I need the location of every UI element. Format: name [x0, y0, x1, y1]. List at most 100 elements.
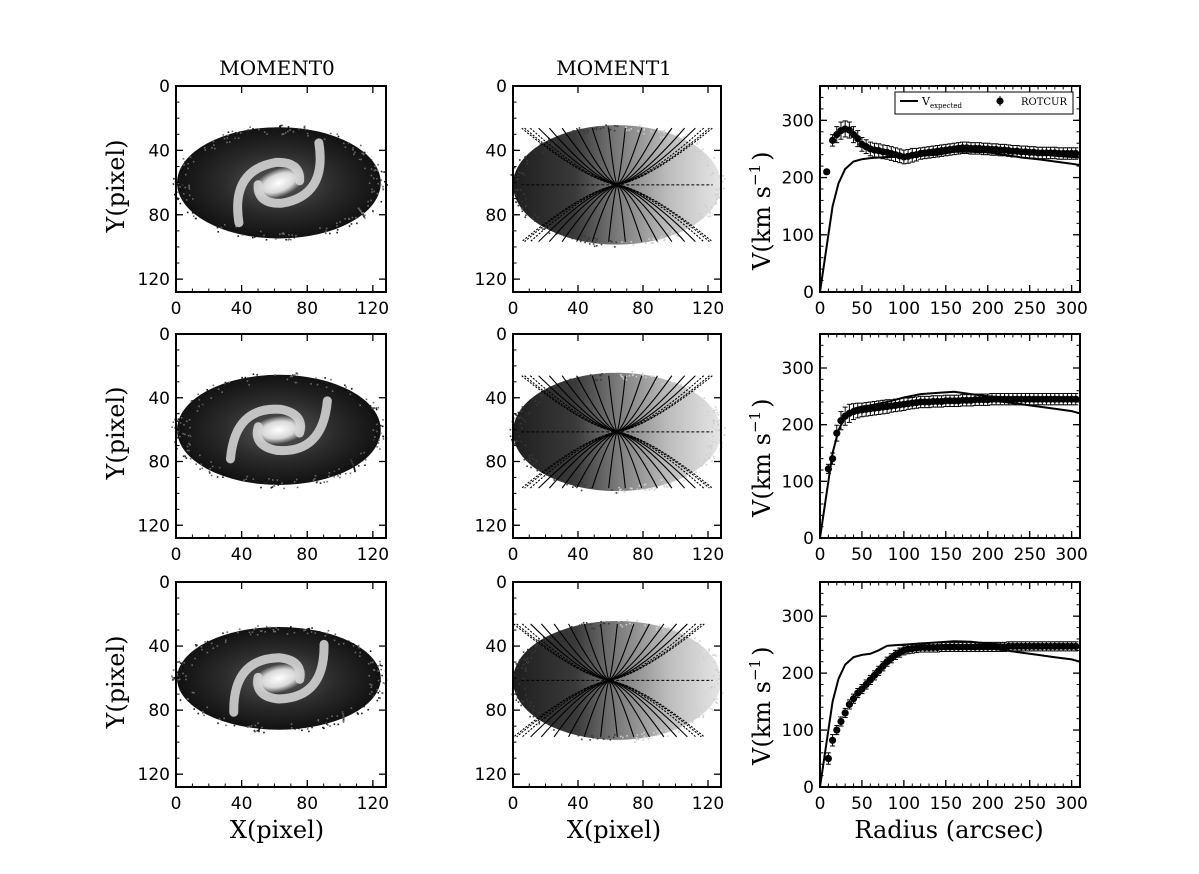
moment0-row3-speckle [342, 721, 345, 723]
moment0-row1-speckle [376, 185, 378, 188]
moment0-row2-speckle [380, 424, 382, 427]
moment1-row3-speckle [694, 648, 697, 650]
moment0-row2-speckle [289, 375, 292, 378]
moment1-row3-speckle [709, 707, 712, 710]
moment0-row2-speckle [316, 383, 319, 386]
moment1-row1-speckle [561, 229, 563, 232]
moment0-row3-speckle [293, 631, 296, 634]
moment0-row1-speckle [353, 153, 355, 156]
moment0-row1-speckle [362, 211, 365, 214]
moment0-row1-speckle [274, 128, 277, 131]
moment1-row1-speckle [714, 201, 717, 204]
moment1-row2-speckle [677, 385, 680, 387]
moment0-row3-speckle [254, 730, 256, 733]
moment0-row2-speckle [199, 454, 201, 457]
moment1-row2-speckle [525, 459, 528, 461]
moment0-row3-speckle [173, 676, 176, 679]
moment0-row1-speckle [360, 210, 362, 213]
moment1-row2-speckle [553, 479, 555, 481]
moment0-row3-speckle [373, 674, 376, 677]
moment0-row2-speckle [259, 478, 262, 481]
moment1-row3-speckle [530, 656, 533, 659]
moment1-row1-speckle [513, 166, 516, 169]
moment0-row2-speckle [189, 435, 192, 437]
moment0-row3-speckle [257, 729, 260, 732]
moment0-row3-speckle [334, 633, 337, 636]
moment0-row3-speckle [247, 633, 249, 636]
velocity-row2-ytick-label: 300 [782, 359, 814, 379]
moment1-row2-speckle [509, 428, 512, 431]
moment1-row1-contour [521, 127, 618, 243]
moment0-row1-speckle [222, 134, 225, 136]
moment1-row2-xtick-label: 40 [567, 545, 589, 565]
moment0-row1-speckle [360, 151, 362, 153]
moment0-row2-speckle [276, 479, 279, 481]
moment0-row1-speckle [374, 169, 377, 171]
moment0-row2-speckle [331, 390, 334, 392]
moment0-row2-speckle [237, 383, 240, 386]
moment1-row1-speckle [579, 129, 581, 131]
svg-text:V(km s−1): V(km s−1) [746, 647, 776, 766]
moment0-row2-speckle [364, 450, 367, 453]
moment1-row3-speckle [702, 656, 705, 658]
moment1-row1-speckle [534, 213, 536, 216]
moment0-row3-speckle [186, 698, 189, 700]
velocity-row3-rotcur-point [841, 709, 849, 717]
moment1-row3-speckle [518, 659, 521, 661]
moment1-row2-ytick-label: 0 [496, 325, 507, 345]
moment0-row3-speckle [191, 691, 194, 694]
moment1-row1-speckle [644, 242, 647, 245]
moment1-row1-speckle [592, 243, 595, 245]
moment0-row2-speckle [378, 433, 381, 436]
moment0-row3-speckle [325, 723, 328, 725]
moment0-row1-speckle [374, 165, 376, 168]
moment0-row1-speckle [280, 124, 282, 127]
moment1-row3-speckle [716, 698, 718, 700]
moment0-row2-speckle [374, 436, 376, 438]
moment1-row3-speckle [663, 631, 665, 633]
moment0-row2-speckle [186, 445, 189, 448]
moment0-row1-speckle [216, 226, 219, 229]
moment0-row3-speckle [201, 648, 203, 651]
velocity-row3-rotcur-point [1072, 642, 1080, 650]
moment1-row3-speckle [578, 624, 581, 627]
moment1-row2-speckle [622, 490, 625, 492]
moment1-row3-ytick-label: 40 [485, 637, 507, 657]
velocity-row3-rotcur-point [828, 736, 837, 744]
moment1-row2-speckle [636, 488, 639, 491]
moment0-row2-speckle [185, 425, 188, 427]
moment1-row2-speckle [573, 484, 575, 486]
moment1-row1-speckle [714, 193, 717, 196]
ylabel-pixel-row1: Y(pixel) [102, 139, 130, 233]
moment0-row3-speckle [326, 724, 329, 726]
moment1-row1-speckle [700, 158, 703, 161]
moment1-row3-speckle [526, 662, 529, 664]
moment1-row3-speckle [666, 726, 668, 729]
legend-expected-label: Vexpected [921, 95, 963, 110]
moment1-row1-speckle [698, 150, 700, 152]
moment0-row1-speckle [229, 225, 232, 227]
moment1-row2-speckle [705, 414, 708, 417]
moment1-row3-speckle [537, 639, 540, 642]
moment0-row2-speckle [295, 372, 298, 375]
moment0-row1-speckle [278, 235, 281, 238]
moment1-row2-speckle [644, 489, 646, 491]
moment1-row3-speckle [679, 637, 681, 639]
moment1-row3-speckle [626, 619, 629, 621]
moment0-row2-speckle [357, 454, 360, 456]
moment1-row2-speckle [676, 387, 679, 390]
moment1-row1-speckle [572, 129, 575, 132]
ylabel-pixel-row2: Y(pixel) [102, 386, 130, 480]
moment1-row1-speckle [614, 246, 616, 248]
moment1-row3-speckle [522, 663, 525, 666]
moment0-row1-speckle [189, 202, 191, 204]
moment0-row3-speckle [256, 729, 259, 732]
moment1-row2-speckle [530, 454, 533, 456]
moment0-row2-speckle [275, 379, 278, 382]
moment1-row1-speckle [526, 162, 529, 165]
velocity-row3-xtick-label: 200 [972, 794, 1004, 814]
moment1-row1-speckle [675, 234, 678, 237]
moment0-row1-speckle [181, 179, 184, 182]
moment0-row2-speckle [378, 439, 380, 441]
velocity-row1-rotcur-point [845, 126, 853, 134]
